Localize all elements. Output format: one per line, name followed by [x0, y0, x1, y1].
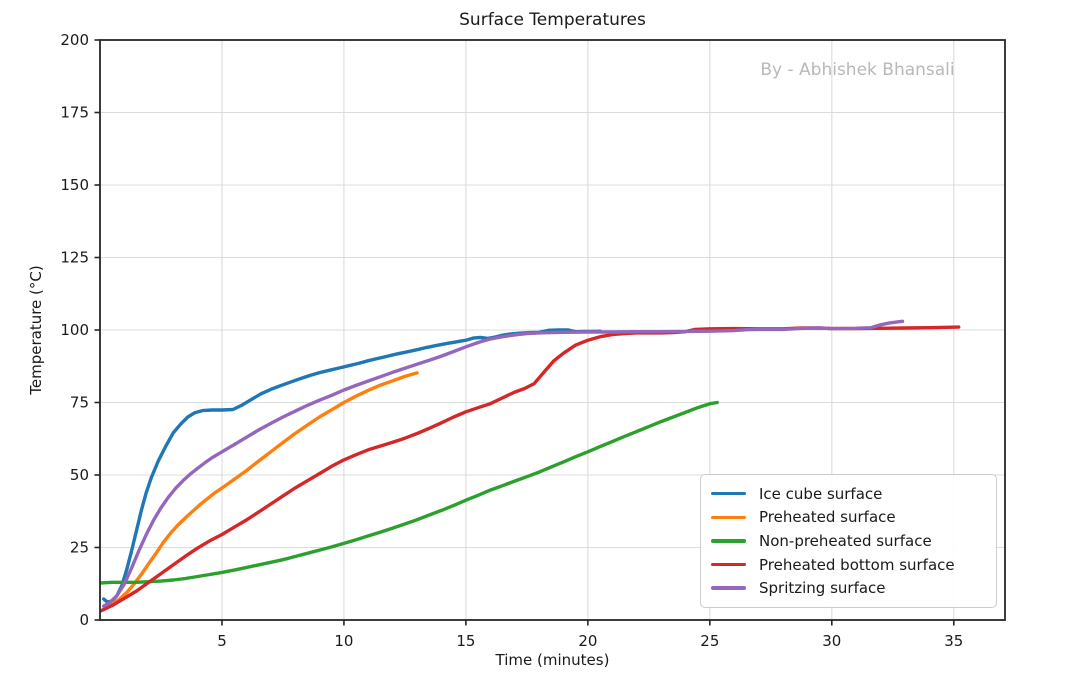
- series-line-preheated-bottom-surface: [99, 325, 961, 613]
- y-tick-label: 125: [60, 249, 89, 267]
- legend-label: Preheated surface: [759, 508, 896, 527]
- y-axis-label: Temperature (°C): [27, 265, 45, 395]
- legend-swatch: [711, 492, 746, 496]
- legend-swatch: [711, 515, 746, 520]
- x-tick-label: 25: [700, 632, 719, 650]
- series-line-spritzing-surface: [101, 319, 905, 608]
- legend-swatch: [711, 586, 746, 590]
- legend-item: Non-preheated surface: [711, 532, 986, 550]
- legend-item: Spritzing surface: [711, 579, 986, 597]
- y-tick-label: 175: [60, 104, 89, 122]
- legend-label: Preheated bottom surface: [759, 555, 955, 574]
- x-tick-label: 10: [334, 632, 353, 650]
- x-tick-label: 20: [578, 632, 597, 650]
- x-axis-label: Time (minutes): [495, 651, 610, 669]
- watermark: By - Abhishek Bhansali: [760, 60, 955, 80]
- axis-ticks: 5 10 15 20 25 30 35 0 25 50 75 100 125 150 175 200: [60, 31, 963, 650]
- legend-item: Preheated surface: [711, 508, 986, 526]
- x-tick-label: 15: [456, 632, 475, 650]
- y-tick-label: 150: [60, 176, 89, 194]
- legend-label: Spritzing surface: [759, 579, 886, 598]
- y-tick-label: 75: [70, 394, 89, 412]
- legend-item: Ice cube surface: [711, 485, 986, 503]
- legend-label: Ice cube surface: [759, 484, 883, 503]
- legend-swatch: [711, 562, 746, 567]
- chart-title: Surface Temperatures: [459, 10, 646, 30]
- x-tick-label: 30: [822, 632, 841, 650]
- x-tick-label: 5: [217, 632, 227, 650]
- x-tick-label: 35: [944, 632, 963, 650]
- y-tick-label: 100: [60, 321, 89, 339]
- y-tick-label: 200: [60, 31, 89, 49]
- legend-swatch: [711, 539, 746, 543]
- series-line-preheated-surface: [103, 371, 419, 610]
- legend: Ice cube surface Preheated surface Non-pre…: [700, 474, 997, 608]
- legend-label: Non-preheated surface: [759, 531, 932, 550]
- series-line-non-preheated-surface: [99, 400, 719, 585]
- y-tick-label: 50: [70, 466, 89, 484]
- y-tick-label: 0: [79, 611, 89, 629]
- y-tick-label: 25: [70, 539, 89, 557]
- legend-item: Preheated bottom surface: [711, 556, 986, 574]
